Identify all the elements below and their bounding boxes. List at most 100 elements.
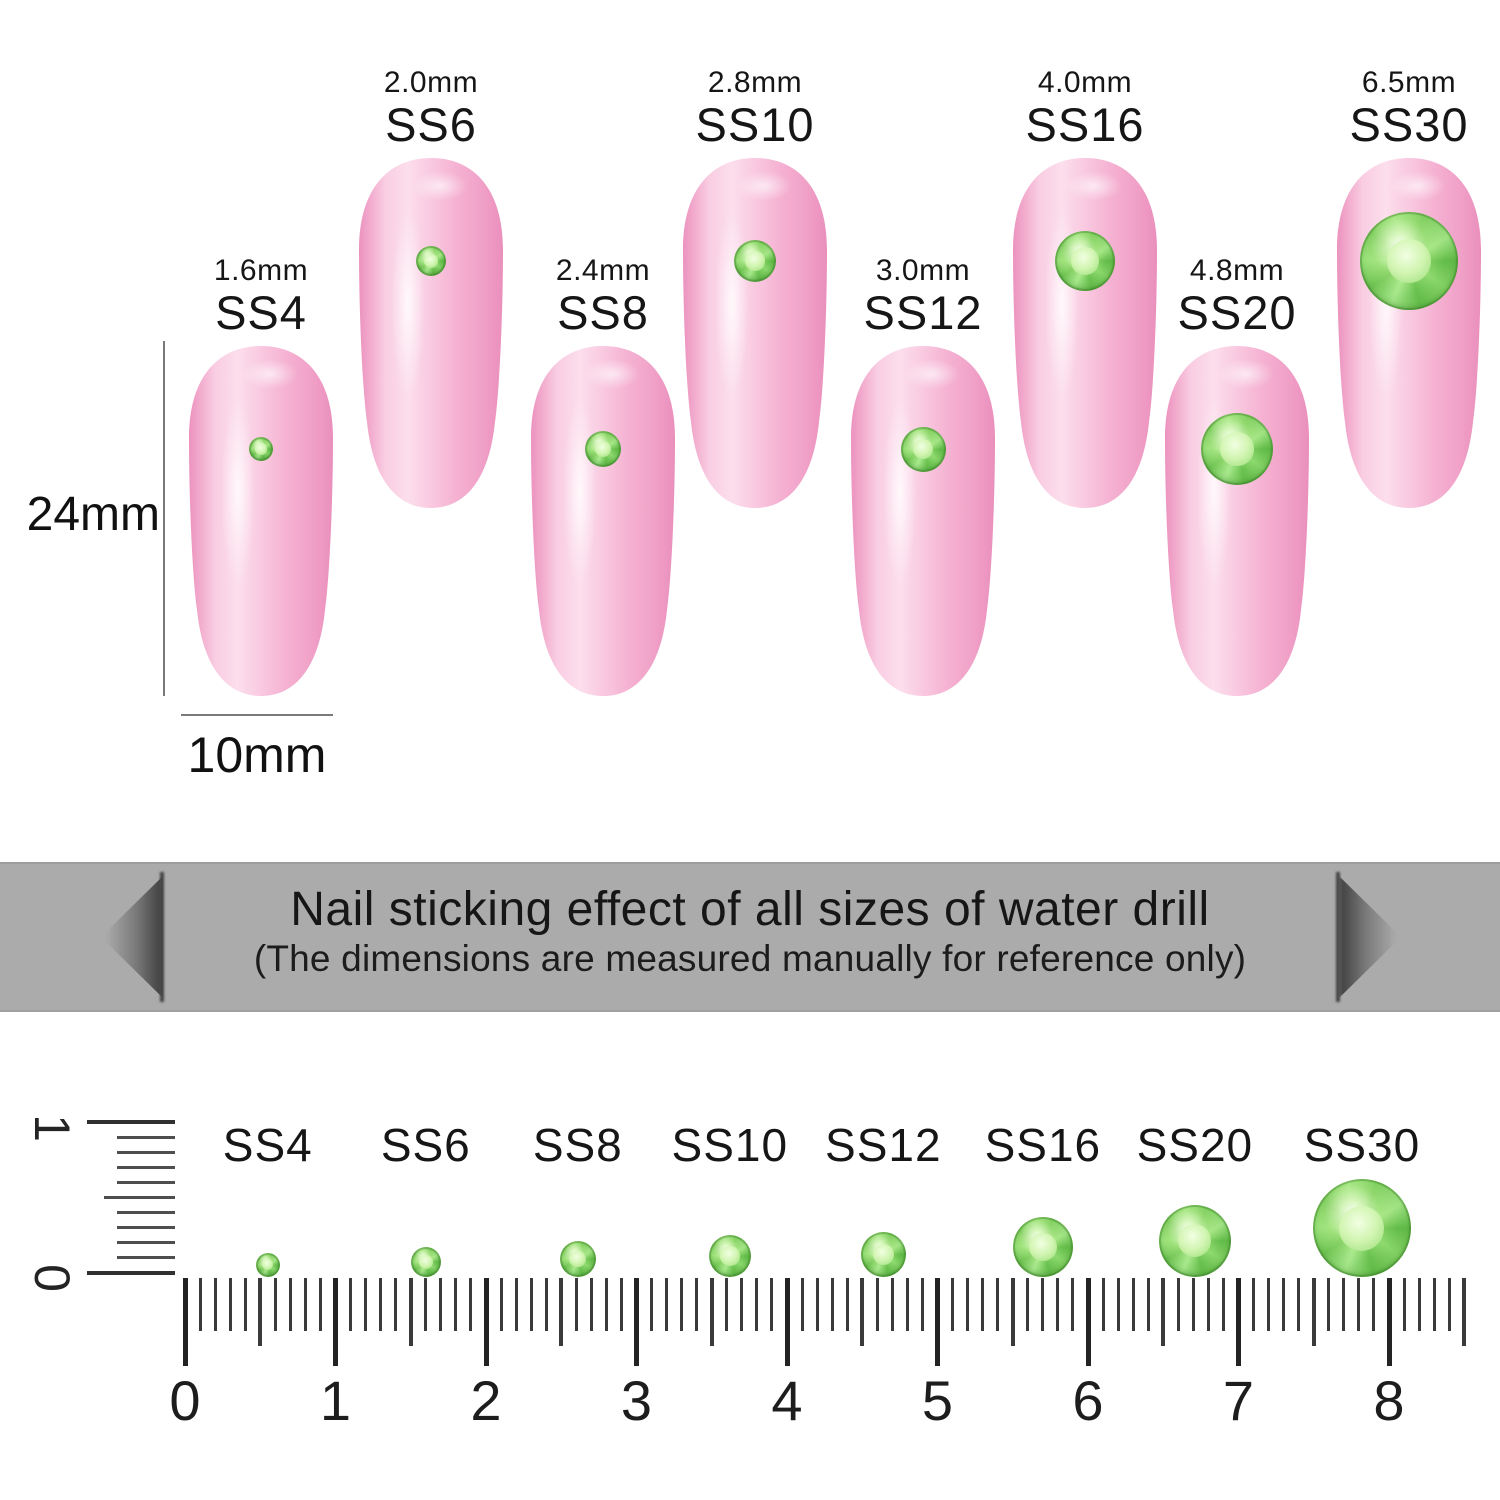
ruler-number-5: 5: [921, 1369, 954, 1432]
rhinestone-gem: [585, 431, 621, 467]
rhinestone-gem: [1201, 413, 1273, 485]
ruler-millimeter-tick: [1327, 1278, 1331, 1331]
ruler-millimeter-tick: [875, 1278, 879, 1331]
ruler-millimeter-tick: [288, 1278, 292, 1331]
vertical-ruler-minor-tick: [117, 1211, 175, 1215]
nail-size-mm-label: 2.8mm: [707, 66, 803, 99]
ruler-millimeter-tick: [1267, 1278, 1271, 1331]
nail-ss-label: SS12: [863, 286, 983, 339]
banner-subtitle: (The dimensions are measured manually fo…: [253, 938, 1247, 979]
ruler-millimeter-tick: [198, 1278, 202, 1331]
vertical-ruler-minor-tick: [117, 1256, 175, 1260]
ruler-millimeter-tick: [544, 1278, 548, 1331]
ruler-rhinestone-gem: [255, 1252, 280, 1277]
ruler-millimeter-tick: [1026, 1278, 1030, 1331]
ruler-millimeter-tick: [1432, 1278, 1436, 1331]
ruler-centimeter-tick: [483, 1278, 489, 1366]
ruler-millimeter-tick: [1417, 1278, 1421, 1331]
nail-photo: [186, 342, 336, 700]
ruler-number-3: 3: [620, 1369, 653, 1432]
ruler-millimeter-tick: [1402, 1278, 1406, 1331]
ruler-rhinestone-gem: [708, 1234, 751, 1277]
ruler-millimeter-tick: [1342, 1278, 1346, 1331]
nail-size-mm-label: 4.8mm: [1189, 254, 1285, 287]
ruler-millimeter-tick: [1357, 1278, 1361, 1331]
ruler-marker-ss-label: SS12: [825, 1119, 942, 1171]
vertical-ruler-minor-tick: [117, 1241, 175, 1245]
ruler-millimeter-tick: [1447, 1278, 1451, 1331]
ruler-millimeter-tick: [439, 1278, 443, 1331]
ruler-rhinestone-gem: [1312, 1179, 1411, 1277]
ruler-number-6: 6: [1072, 1369, 1104, 1432]
ruler-millimeter-tick: [920, 1278, 924, 1331]
ruler-millimeter-tick: [650, 1278, 654, 1331]
ruler-millimeter-tick: [695, 1278, 699, 1331]
nail-sample-ss16: 4.0mm SS16: [1010, 67, 1160, 512]
width-dimension-line: [181, 714, 333, 716]
ruler-centimeter-tick: [784, 1278, 790, 1366]
nail-shape: [359, 158, 503, 508]
nail-ss-label: SS10: [695, 98, 815, 151]
ruler-millimeter-tick: [725, 1278, 729, 1331]
nail-size-mm-label: 2.0mm: [383, 66, 479, 99]
rhinestone-gem: [416, 246, 446, 276]
ruler-number-7: 7: [1222, 1369, 1255, 1432]
rhinestone-gem: [1360, 212, 1458, 310]
left-arrow-edge: [160, 872, 164, 1002]
nail-sample-ss4: 1.6mm SS4: [186, 255, 336, 700]
ruler-millimeter-tick: [1131, 1278, 1135, 1331]
vertical-ruler-bottom-number: 0: [23, 1264, 80, 1292]
ruler-millimeter-tick: [379, 1278, 383, 1331]
ruler-millimeter-tick: [619, 1278, 623, 1331]
ruler-millimeter-tick: [469, 1278, 473, 1331]
ruler-millimeter-tick: [604, 1278, 608, 1331]
ruler-millimeter-tick: [318, 1278, 322, 1331]
ruler-millimeter-tick: [1297, 1278, 1301, 1331]
nail-sample-ss6: 2.0mm SS6: [356, 67, 506, 512]
ruler-rhinestone-gem: [1012, 1216, 1073, 1277]
ruler-half-tick: [408, 1278, 413, 1346]
ruler-millimeter-tick: [680, 1278, 684, 1331]
nail-height-label: 24mm: [26, 488, 160, 541]
ruler-millimeter-tick: [589, 1278, 593, 1331]
ruler-millimeter-tick: [1056, 1278, 1060, 1331]
nail-photo: [1162, 342, 1312, 700]
ruler-millimeter-tick: [1146, 1278, 1150, 1331]
ruler-marker-ss-label: SS4: [222, 1119, 313, 1171]
vertical-ruler-top-number: 1: [23, 1114, 80, 1142]
ruler-millimeter-tick: [770, 1278, 774, 1331]
ruler-millimeter-tick: [800, 1278, 804, 1331]
ruler-millimeter-tick: [273, 1278, 277, 1331]
ruler-millimeter-tick: [740, 1278, 744, 1331]
ruler-millimeter-tick: [890, 1278, 894, 1331]
nail-photo: [528, 342, 678, 700]
vertical-ruler-minor-tick: [117, 1180, 175, 1184]
ruler-millimeter-tick: [665, 1278, 669, 1331]
ruler-half-tick: [559, 1278, 564, 1346]
ruler-half-tick: [258, 1278, 263, 1346]
ruler-millimeter-tick: [1176, 1278, 1180, 1331]
nail-size-mm-label: 3.0mm: [875, 254, 971, 287]
ruler-millimeter-tick: [243, 1278, 247, 1331]
vertical-ruler-minor-tick: [117, 1165, 175, 1169]
nail-sample-ss12: 3.0mm SS12: [848, 255, 998, 700]
ruler-centimeter-tick: [333, 1278, 338, 1366]
vertical-ruler-minor-tick: [117, 1135, 175, 1139]
ruler-millimeter-tick: [1206, 1278, 1210, 1331]
nail-photo: [848, 342, 998, 700]
ruler-millimeter-tick: [951, 1278, 955, 1331]
banner: Nail sticking effect of all sizes of wat…: [0, 862, 1500, 1012]
ruler-millimeter-tick: [499, 1278, 503, 1331]
vertical-ruler-major-tick: [87, 1271, 175, 1275]
ruler-centimeter-tick: [1386, 1278, 1392, 1366]
ruler-number-2: 2: [470, 1369, 502, 1432]
ruler-millimeter-tick: [815, 1278, 819, 1331]
ruler-number-4: 4: [771, 1369, 803, 1432]
ruler-half-tick: [860, 1278, 865, 1346]
ruler-half-tick: [709, 1278, 714, 1346]
ruler-number-0: 0: [169, 1369, 201, 1432]
ruler-millimeter-tick: [981, 1278, 985, 1331]
ruler-marker-ss-label: SS8: [532, 1119, 623, 1171]
ruler-half-tick: [1311, 1278, 1316, 1346]
